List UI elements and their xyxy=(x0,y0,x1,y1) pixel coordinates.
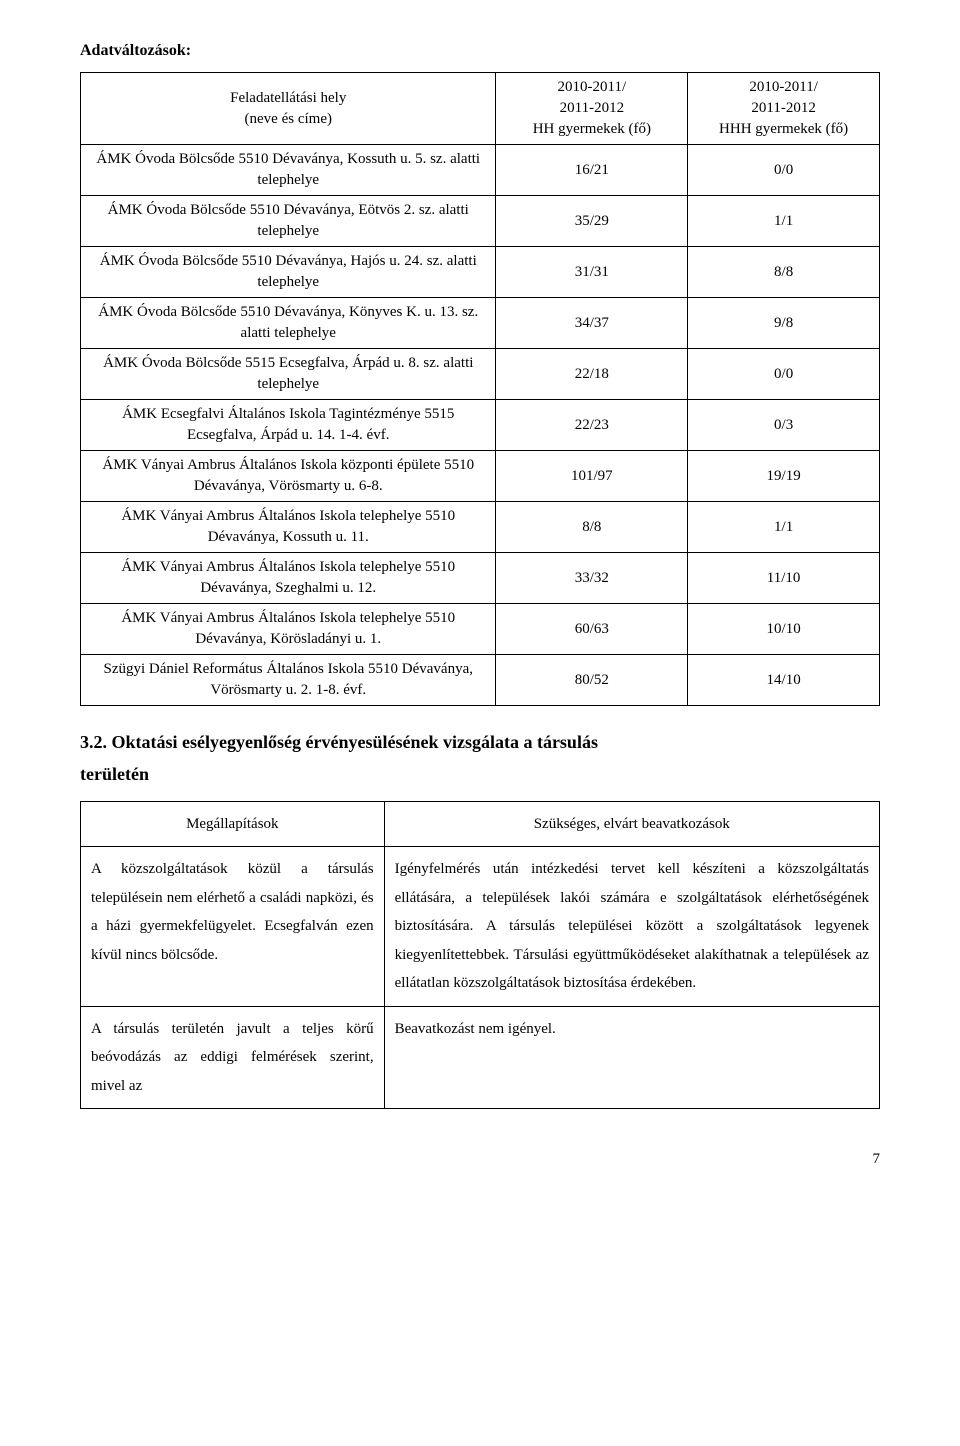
table-row: Szügyi Dániel Református Általános Iskol… xyxy=(81,655,880,706)
header-col3-line3: HHH gyermekek (fő) xyxy=(696,119,871,140)
findings-header-row: Megállapítások Szükséges, elvárt beavatk… xyxy=(81,801,880,847)
row-hhh: 19/19 xyxy=(688,451,880,502)
row-hhh: 10/10 xyxy=(688,604,880,655)
row-hh: 16/21 xyxy=(496,145,688,196)
page-number: 7 xyxy=(80,1149,880,1170)
row-name: ÁMK Óvoda Bölcsőde 5510 Dévaványa, Eötvö… xyxy=(81,196,496,247)
row-name: ÁMK Ványai Ambrus Általános Iskola telep… xyxy=(81,502,496,553)
row-hh: 31/31 xyxy=(496,247,688,298)
row-hh: 8/8 xyxy=(496,502,688,553)
table-row: ÁMK Ecsegfalvi Általános Iskola Tagintéz… xyxy=(81,400,880,451)
table-row: ÁMK Óvoda Bölcsőde 5510 Dévaványa, Hajós… xyxy=(81,247,880,298)
header-col1: Feladatellátási hely (neve és címe) xyxy=(81,73,496,145)
table-row: ÁMK Ványai Ambrus Általános Iskola telep… xyxy=(81,604,880,655)
row-hh: 60/63 xyxy=(496,604,688,655)
header-col2: 2010-2011/ 2011-2012 HH gyermekek (fő) xyxy=(496,73,688,145)
findings-row: A társulás területén javult a teljes kör… xyxy=(81,1006,880,1109)
data-table-changes: Feladatellátási hely (neve és címe) 2010… xyxy=(80,72,880,706)
table-row: ÁMK Ványai Ambrus Általános Iskola telep… xyxy=(81,553,880,604)
findings-action: Igényfelmérés után intézkedési tervet ke… xyxy=(384,847,879,1007)
row-hh: 80/52 xyxy=(496,655,688,706)
table-row: ÁMK Ványai Ambrus Általános Iskola közpo… xyxy=(81,451,880,502)
row-hh: 22/23 xyxy=(496,400,688,451)
table-row: ÁMK Óvoda Bölcsőde 5510 Dévaványa, Kossu… xyxy=(81,145,880,196)
row-hh: 35/29 xyxy=(496,196,688,247)
row-hhh: 0/0 xyxy=(688,145,880,196)
row-hhh: 1/1 xyxy=(688,502,880,553)
row-hhh: 8/8 xyxy=(688,247,880,298)
row-hh: 34/37 xyxy=(496,298,688,349)
page-title: Adatváltozások: xyxy=(80,40,880,62)
header-col3-line2: 2011-2012 xyxy=(696,98,871,119)
header-col3: 2010-2011/ 2011-2012 HHH gyermekek (fő) xyxy=(688,73,880,145)
table-header-row: Feladatellátási hely (neve és címe) 2010… xyxy=(81,73,880,145)
row-name: ÁMK Óvoda Bölcsőde 5510 Dévaványa, Kossu… xyxy=(81,145,496,196)
findings-header-col1: Megállapítások xyxy=(81,801,385,847)
row-hhh: 11/10 xyxy=(688,553,880,604)
row-name: ÁMK Ványai Ambrus Általános Iskola telep… xyxy=(81,553,496,604)
row-hh: 33/32 xyxy=(496,553,688,604)
header-col1-line1: Feladatellátási hely xyxy=(89,88,487,109)
row-name: ÁMK Óvoda Bölcsőde 5515 Ecsegfalva, Árpá… xyxy=(81,349,496,400)
row-hhh: 1/1 xyxy=(688,196,880,247)
row-hh: 22/18 xyxy=(496,349,688,400)
findings-row: A közszolgáltatások közül a társulás tel… xyxy=(81,847,880,1007)
row-hhh: 9/8 xyxy=(688,298,880,349)
findings-header-col2: Szükséges, elvárt beavatkozások xyxy=(384,801,879,847)
row-name: ÁMK Óvoda Bölcsőde 5510 Dévaványa, Könyv… xyxy=(81,298,496,349)
row-name: ÁMK Ványai Ambrus Általános Iskola telep… xyxy=(81,604,496,655)
row-name: ÁMK Óvoda Bölcsőde 5510 Dévaványa, Hajós… xyxy=(81,247,496,298)
table-row: ÁMK Óvoda Bölcsőde 5510 Dévaványa, Eötvö… xyxy=(81,196,880,247)
row-hh: 101/97 xyxy=(496,451,688,502)
row-hhh: 0/3 xyxy=(688,400,880,451)
header-col3-line1: 2010-2011/ xyxy=(696,77,871,98)
findings-finding: A társulás területén javult a teljes kör… xyxy=(81,1006,385,1109)
table-row: ÁMK Óvoda Bölcsőde 5515 Ecsegfalva, Árpá… xyxy=(81,349,880,400)
section-heading-line2: területén xyxy=(80,762,880,787)
row-name: ÁMK Ványai Ambrus Általános Iskola közpo… xyxy=(81,451,496,502)
findings-finding: A közszolgáltatások közül a társulás tel… xyxy=(81,847,385,1007)
table-row: ÁMK Ványai Ambrus Általános Iskola telep… xyxy=(81,502,880,553)
findings-table: Megállapítások Szükséges, elvárt beavatk… xyxy=(80,801,880,1110)
row-hhh: 0/0 xyxy=(688,349,880,400)
header-col1-line2: (neve és címe) xyxy=(89,109,487,130)
table-row: ÁMK Óvoda Bölcsőde 5510 Dévaványa, Könyv… xyxy=(81,298,880,349)
header-col2-line3: HH gyermekek (fő) xyxy=(504,119,679,140)
section-heading-line1: 3.2. Oktatási esélyegyenlőség érvényesül… xyxy=(80,730,880,755)
header-col2-line2: 2011-2012 xyxy=(504,98,679,119)
row-name: ÁMK Ecsegfalvi Általános Iskola Tagintéz… xyxy=(81,400,496,451)
row-hhh: 14/10 xyxy=(688,655,880,706)
row-name: Szügyi Dániel Református Általános Iskol… xyxy=(81,655,496,706)
findings-action: Beavatkozást nem igényel. xyxy=(384,1006,879,1109)
header-col2-line1: 2010-2011/ xyxy=(504,77,679,98)
